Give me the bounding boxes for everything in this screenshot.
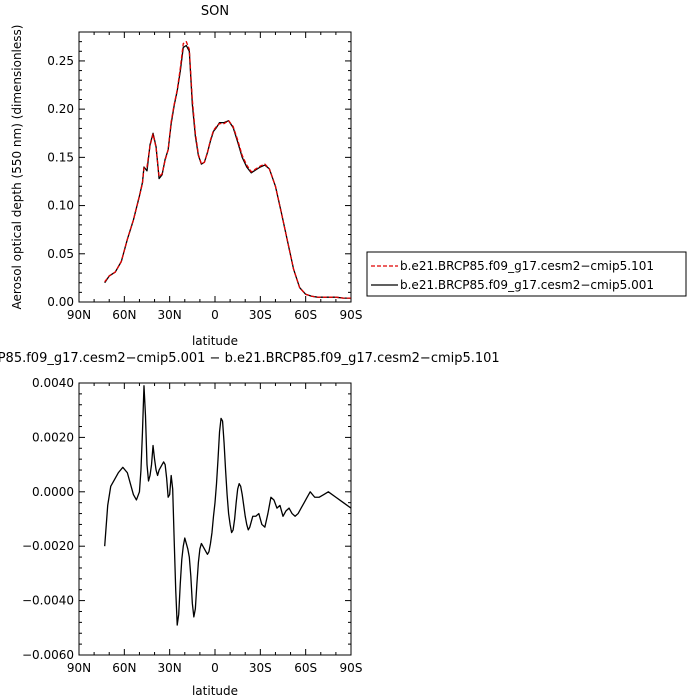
bottom-chart-y-tick-label: 0.0040 xyxy=(32,376,74,390)
legend-box xyxy=(366,251,687,297)
top-chart-y-tick-label: 0.15 xyxy=(47,150,74,164)
bottom-chart-x-tick-label: 60N xyxy=(112,661,136,675)
bottom-chart-y-ticks: −0.0060 −0.0040 −0.0020 0.0000 0.0020 0.0040 xyxy=(22,376,351,662)
bottom-chart-x-tick-label: 30N xyxy=(158,661,182,675)
bottom-chart-y-tick-label: −0.0020 xyxy=(22,539,74,553)
bottom-chart-y-tick-label: −0.0040 xyxy=(22,594,74,608)
legend-label-001: b.e21.BRCP85.f09_g17.cesm2−cmip5.001 xyxy=(400,278,654,292)
top-chart-y-tick-label: 0.20 xyxy=(47,102,74,116)
top-chart-y-tick-label: 0.05 xyxy=(47,247,74,261)
legend-label-101: b.e21.BRCP85.f09_g17.cesm2−cmip5.101 xyxy=(400,259,654,273)
top-chart-x-tick-label: 60N xyxy=(112,308,136,322)
top-chart-y-ticks: 0.00 0.05 0.10 0.15 0.20 0.25 xyxy=(47,31,351,309)
bottom-chart-series xyxy=(104,385,352,626)
bottom-chart-x-tick-label: 60S xyxy=(294,661,317,675)
bottom-chart-x-axis-label: latitude xyxy=(192,684,238,698)
top-chart-x-ticks: 90N 60N 30N 0 30S 60S 90S xyxy=(67,32,363,322)
top-chart-y-tick-label: 0.10 xyxy=(47,199,74,213)
bottom-chart-x-tick-label: 0 xyxy=(211,661,219,675)
top-chart: SON Aerosol optical depth (550 nm) (dime… xyxy=(10,4,362,348)
top-chart-x-tick-label: 90N xyxy=(67,308,91,322)
top-chart-series-line-2 xyxy=(104,40,351,299)
bottom-chart-y-tick-label: 0.0000 xyxy=(32,485,74,499)
top-chart-x-tick-label: 30S xyxy=(249,308,272,322)
bottom-chart-frame xyxy=(78,382,352,656)
top-chart-x-tick-label: 90S xyxy=(340,308,363,322)
bottom-chart-x-tick-label: 90N xyxy=(67,661,91,675)
bottom-chart: b.e21.BRCP85.f09_g17.cesm2−cmip5.001 − b… xyxy=(0,351,500,698)
top-chart-series xyxy=(104,40,351,299)
top-chart-x-axis-label: latitude xyxy=(192,334,238,348)
top-chart-title: SON xyxy=(201,4,229,19)
top-chart-x-tick-label: 0 xyxy=(211,308,219,322)
top-chart-x-tick-label: 60S xyxy=(294,308,317,322)
bottom-chart-y-tick-label: 0.0020 xyxy=(32,430,74,444)
bottom-chart-x-tick-label: 90S xyxy=(340,661,363,675)
legend: b.e21.BRCP85.f09_g17.cesm2−cmip5.101 b.e… xyxy=(366,251,687,297)
top-chart-x-tick-label: 30N xyxy=(158,308,182,322)
bottom-chart-x-tick-label: 30S xyxy=(249,661,272,675)
top-chart-y-axis-label: Aerosol optical depth (550 nm) (dimensio… xyxy=(10,25,24,310)
top-chart-y-tick-label: 0.25 xyxy=(47,54,74,68)
bottom-chart-series-line-1 xyxy=(104,385,352,626)
top-chart-y-tick-label: 0.00 xyxy=(47,295,74,309)
bottom-chart-title: b.e21.BRCP85.f09_g17.cesm2−cmip5.001 − b… xyxy=(0,351,500,366)
top-chart-series-line-1 xyxy=(104,44,351,299)
bottom-chart-x-ticks: 90N 60N 30N 0 30S 60S 90S xyxy=(67,383,363,675)
bottom-chart-y-tick-label: −0.0060 xyxy=(22,648,74,662)
top-chart-frame xyxy=(78,31,352,303)
